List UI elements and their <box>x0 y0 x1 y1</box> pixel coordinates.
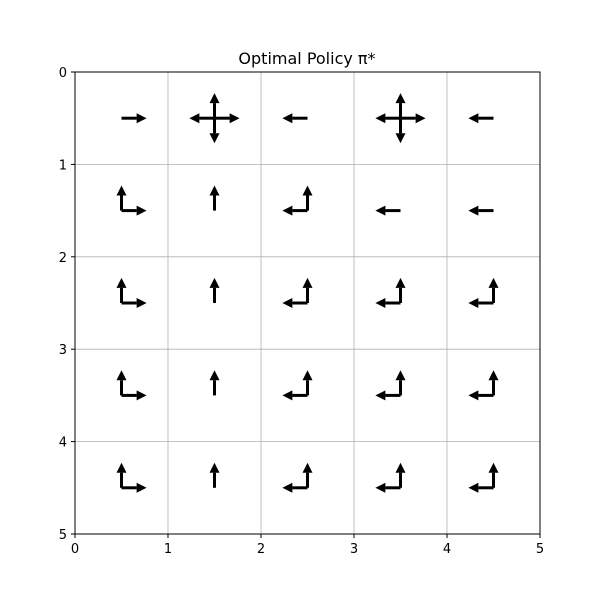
plot-frame <box>74 71 541 535</box>
arrow-head-left-r4c3 <box>375 482 386 493</box>
x-tick-label: 2 <box>257 542 265 557</box>
arrow-head-up-r2c4 <box>488 277 499 288</box>
arrow-head-up-r4c1 <box>209 462 220 473</box>
y-tick-label: 1 <box>59 158 67 173</box>
arrow-head-left-r1c4 <box>468 205 479 216</box>
arrow-head-left-r0c3 <box>375 113 386 124</box>
arrow-head-down-r0c3 <box>395 133 406 144</box>
arrow-head-right-r0c3 <box>415 113 426 124</box>
arrow-head-down-r0c1 <box>209 133 220 144</box>
x-tick-label: 1 <box>164 542 172 557</box>
arrow-head-up-r4c0 <box>116 462 127 473</box>
arrow-head-left-r0c4 <box>468 113 479 124</box>
arrow-head-left-r2c4 <box>468 298 479 308</box>
arrow-head-left-r3c3 <box>375 390 386 401</box>
arrow-head-up-r1c1 <box>209 185 220 196</box>
arrow-head-up-r1c2 <box>302 185 313 196</box>
grid-lines <box>75 72 540 534</box>
x-tick-label: 4 <box>443 542 451 557</box>
y-tick-label: 3 <box>59 343 67 358</box>
arrow-head-up-r2c0 <box>116 277 127 288</box>
arrow-head-up-r4c2 <box>302 462 313 473</box>
x-tick-label: 0 <box>71 542 79 557</box>
y-tick-label: 0 <box>59 66 67 81</box>
arrow-head-left-r1c2 <box>282 205 293 216</box>
arrow-head-left-r3c4 <box>468 390 479 401</box>
y-tick-label: 5 <box>59 528 67 543</box>
y-tick-label: 2 <box>59 251 67 266</box>
arrow-head-left-r0c2 <box>282 113 293 124</box>
arrow-head-right-r1c0 <box>136 205 147 216</box>
arrow-head-up-r3c4 <box>488 370 499 381</box>
arrow-head-left-r1c3 <box>375 205 386 216</box>
y-tick-label: 4 <box>59 436 67 451</box>
arrow-head-up-r1c0 <box>116 185 127 196</box>
arrow-head-right-r4c0 <box>136 482 147 493</box>
arrow-head-left-r0c1 <box>189 113 200 124</box>
arrow-head-left-r4c4 <box>468 482 479 493</box>
arrow-head-left-r3c2 <box>282 390 293 401</box>
x-tick-label: 5 <box>536 542 544 557</box>
arrow-head-up-r0c3 <box>395 93 406 104</box>
arrow-head-left-r4c2 <box>282 482 293 493</box>
arrow-head-up-r2c3 <box>395 277 406 288</box>
x-tick-label: 3 <box>350 542 358 557</box>
arrow-head-up-r4c4 <box>488 462 499 473</box>
policy-arrows <box>116 93 499 493</box>
arrow-head-up-r0c1 <box>209 93 220 104</box>
arrow-head-up-r3c3 <box>395 370 406 381</box>
arrow-head-up-r2c1 <box>209 277 220 288</box>
arrow-head-left-r2c3 <box>375 298 386 308</box>
arrow-head-up-r4c3 <box>395 462 406 473</box>
arrow-head-right-r0c1 <box>229 113 240 124</box>
arrow-head-up-r2c2 <box>302 277 313 288</box>
arrow-head-left-r2c2 <box>282 298 293 308</box>
arrow-head-up-r3c0 <box>116 370 127 381</box>
arrow-head-up-r3c1 <box>209 370 220 381</box>
arrow-head-up-r3c2 <box>302 370 313 381</box>
arrow-head-right-r3c0 <box>136 390 147 401</box>
arrow-head-right-r2c0 <box>136 298 147 308</box>
arrow-head-right-r0c0 <box>136 113 147 124</box>
chart-title: Optimal Policy π* <box>238 49 375 68</box>
